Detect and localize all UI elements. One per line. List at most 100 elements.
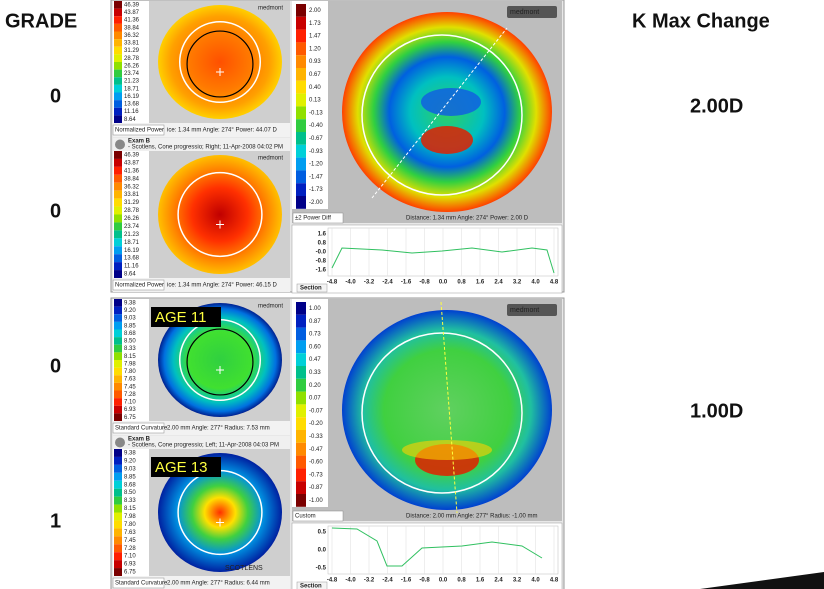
scale-label: 8.33: [124, 498, 136, 504]
scale-label: 9.03: [124, 466, 136, 472]
scale-swatch: [114, 262, 122, 270]
section-x-label: 3.2: [513, 280, 522, 286]
scale-swatch: [114, 481, 122, 489]
scale-swatch: [114, 222, 122, 230]
scale-label: 36.32: [124, 184, 140, 190]
mode-label: Normalized Power: [115, 283, 164, 289]
grade-value: 0: [50, 85, 61, 107]
scale-swatch: [114, 552, 122, 560]
section-x-label: 0.0: [439, 280, 448, 286]
scale-swatch: [114, 489, 122, 497]
scale-swatch: [114, 513, 122, 521]
exam-icon: [115, 140, 125, 150]
scale-label: 43.87: [124, 160, 140, 166]
scale-swatch: [114, 307, 122, 315]
scale-swatch: [296, 68, 306, 81]
age-label: AGE 11: [155, 309, 206, 326]
scale-label: -1.73: [309, 187, 323, 193]
section-x-label: -1.6: [401, 578, 412, 584]
section-x-label: 1.6: [476, 280, 485, 286]
scale-label: -0.67: [309, 136, 323, 142]
scale-label: 21.23: [124, 79, 140, 85]
scale-swatch: [114, 151, 122, 159]
section-x-label: -4.8: [327, 578, 338, 584]
scale-swatch: [114, 457, 122, 465]
map-patch: [402, 440, 492, 460]
exam-detail: - Scotlens, Cone progressio; Left; 11-Ap…: [128, 443, 279, 449]
grade-heading: GRADE: [5, 10, 77, 32]
scale-swatch: [114, 70, 122, 78]
section-y-label: -1.6: [316, 268, 327, 274]
scale-swatch: [114, 406, 122, 414]
scale-label: -0.47: [309, 447, 323, 453]
section-x-label: 2.4: [494, 280, 503, 286]
scale-swatch: [114, 391, 122, 399]
scale-swatch: [114, 465, 122, 473]
exam-detail: - Scotlens, Cone progressio; Right; 11-A…: [128, 145, 283, 151]
scale-swatch: [114, 375, 122, 383]
scale-label: -0.07: [309, 408, 323, 414]
scale-swatch: [114, 520, 122, 528]
scale-swatch: [296, 379, 306, 392]
section-tab-label: Section: [300, 584, 322, 589]
scale-swatch: [296, 30, 306, 43]
exam-icon: [115, 438, 125, 448]
scale-swatch: [114, 191, 122, 199]
scale-label: -0.33: [309, 434, 323, 440]
scale-label: 0.87: [309, 319, 321, 325]
kmax-heading: K Max Change: [632, 10, 770, 32]
logo: medmont: [510, 307, 539, 314]
scale-swatch: [296, 145, 306, 158]
footer-info: Distance: 2.00 mm Angle: 277° Radius: -1…: [406, 514, 537, 520]
scale-swatch: [114, 505, 122, 513]
section-x-label: 0.8: [457, 280, 466, 286]
scale-swatch: [114, 322, 122, 330]
scale-swatch: [296, 456, 306, 469]
scale-swatch: [114, 9, 122, 17]
scale-label: 6.75: [124, 415, 136, 421]
scale-swatch: [114, 159, 122, 167]
scale-swatch: [296, 302, 306, 315]
scale-swatch: [114, 544, 122, 552]
scale-label: 7.28: [124, 546, 136, 552]
section-x-label: -3.2: [364, 578, 375, 584]
scale-label: 36.32: [124, 33, 140, 39]
scale-swatch: [114, 314, 122, 322]
scale-label: -0.60: [309, 460, 323, 466]
scale-swatch: [114, 77, 122, 85]
section-x-label: -0.8: [419, 578, 430, 584]
difference-map: [342, 310, 552, 510]
slide: GRADE K Max Change 00012.00D1.00D46.3943…: [0, 0, 824, 589]
section-x-label: -0.8: [419, 280, 430, 286]
grade-value: 0: [50, 355, 61, 377]
scale-swatch: [114, 85, 122, 93]
scale-swatch: [114, 337, 122, 345]
scale-label: 7.28: [124, 392, 136, 398]
scale-swatch: [296, 119, 306, 132]
scale-label: 38.84: [124, 176, 140, 182]
scale-label: 13.68: [124, 256, 140, 262]
scale-label: 6.93: [124, 562, 136, 568]
mode-label: Normalized Power: [115, 128, 164, 134]
scale-label: -2.00: [309, 200, 323, 206]
scale-label: 18.71: [124, 240, 140, 246]
kmax-value: 1.00D: [690, 400, 743, 422]
scale-swatch: [114, 32, 122, 40]
section-x-label: 2.4: [494, 578, 503, 584]
scale-label: 46.39: [124, 2, 140, 8]
scale-swatch: [114, 215, 122, 223]
scale-swatch: [114, 47, 122, 55]
scale-label: 8.85: [124, 323, 136, 329]
scale-swatch: [296, 158, 306, 171]
scale-swatch: [114, 330, 122, 338]
scale-swatch: [296, 170, 306, 183]
section-y-label: -0.5: [316, 566, 327, 572]
scale-swatch: [114, 54, 122, 62]
footer-info: 2.00 mm Angle: 277° Radius: 6.44 mm: [167, 581, 270, 587]
scale-label: 7.45: [124, 538, 136, 544]
scale-label: 8.50: [124, 490, 136, 496]
scale-swatch: [114, 108, 122, 116]
footer-info: ice: 1.34 mm Angle: 274° Power: 44.07 D: [167, 128, 277, 134]
scale-label: 26.26: [124, 63, 140, 69]
scale-label: 9.03: [124, 316, 136, 322]
